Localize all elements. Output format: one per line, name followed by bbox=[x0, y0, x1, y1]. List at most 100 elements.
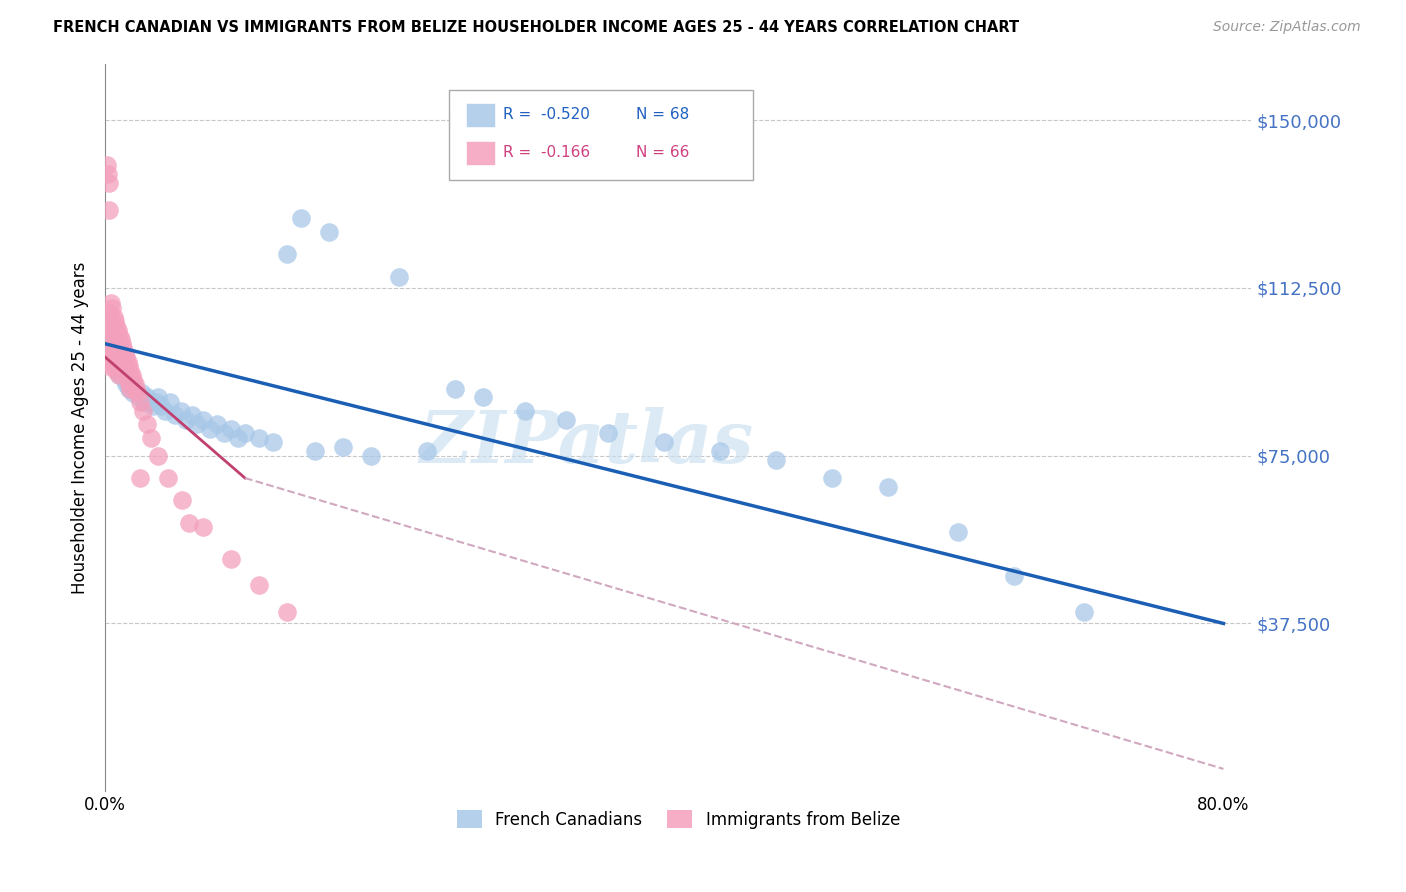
Point bbox=[115, 350, 138, 364]
Point bbox=[145, 395, 167, 409]
Point bbox=[98, 305, 121, 319]
Point bbox=[388, 269, 411, 284]
Point bbox=[129, 471, 152, 485]
Point bbox=[105, 341, 128, 355]
Point bbox=[115, 377, 138, 392]
Point bbox=[120, 363, 142, 377]
Point bbox=[443, 382, 465, 396]
Point bbox=[97, 354, 120, 368]
Point bbox=[120, 382, 142, 396]
Point bbox=[105, 363, 128, 377]
Point bbox=[107, 345, 129, 359]
Point bbox=[262, 435, 284, 450]
Point bbox=[115, 368, 138, 383]
Point bbox=[118, 359, 141, 373]
Point bbox=[132, 404, 155, 418]
Point bbox=[129, 395, 152, 409]
Point bbox=[219, 551, 242, 566]
Point bbox=[111, 363, 134, 377]
Point bbox=[141, 431, 163, 445]
Point bbox=[332, 440, 354, 454]
Point bbox=[131, 386, 153, 401]
Point bbox=[117, 373, 139, 387]
Point bbox=[276, 247, 298, 261]
Point bbox=[172, 493, 194, 508]
Point bbox=[128, 391, 150, 405]
Point bbox=[122, 373, 145, 387]
Text: R =  -0.166: R = -0.166 bbox=[503, 145, 591, 161]
Point bbox=[98, 327, 121, 342]
Point bbox=[103, 341, 125, 355]
Point bbox=[191, 520, 214, 534]
Point bbox=[108, 327, 131, 342]
Point bbox=[96, 350, 118, 364]
Text: FRENCH CANADIAN VS IMMIGRANTS FROM BELIZE HOUSEHOLDER INCOME AGES 25 - 44 YEARS : FRENCH CANADIAN VS IMMIGRANTS FROM BELIZ… bbox=[53, 20, 1019, 35]
Point bbox=[108, 345, 131, 359]
Point bbox=[821, 471, 844, 485]
Point bbox=[186, 417, 208, 432]
Point bbox=[148, 391, 170, 405]
Point bbox=[97, 336, 120, 351]
Point bbox=[165, 409, 187, 423]
Point bbox=[103, 310, 125, 324]
Point bbox=[104, 350, 127, 364]
Text: R =  -0.520: R = -0.520 bbox=[503, 107, 591, 122]
Text: N = 66: N = 66 bbox=[636, 145, 689, 161]
Point bbox=[127, 386, 149, 401]
Point bbox=[104, 336, 127, 351]
Point bbox=[139, 395, 162, 409]
Point bbox=[97, 341, 120, 355]
Point bbox=[108, 354, 131, 368]
Point bbox=[159, 395, 181, 409]
Point bbox=[205, 417, 228, 432]
Point bbox=[96, 158, 118, 172]
Point bbox=[247, 431, 270, 445]
Point bbox=[513, 404, 536, 418]
Point bbox=[174, 413, 197, 427]
Point bbox=[198, 422, 221, 436]
Text: Source: ZipAtlas.com: Source: ZipAtlas.com bbox=[1213, 20, 1361, 34]
Point bbox=[360, 449, 382, 463]
Point bbox=[107, 363, 129, 377]
Point bbox=[148, 449, 170, 463]
Bar bbox=[467, 141, 495, 165]
Point bbox=[555, 413, 578, 427]
Point bbox=[105, 318, 128, 333]
Point bbox=[219, 422, 242, 436]
Point bbox=[117, 354, 139, 368]
Point bbox=[101, 332, 124, 346]
Point bbox=[122, 386, 145, 401]
Text: N = 68: N = 68 bbox=[636, 107, 689, 122]
Point bbox=[108, 368, 131, 383]
Point bbox=[136, 417, 159, 432]
Point bbox=[765, 453, 787, 467]
Point bbox=[101, 301, 124, 315]
Point bbox=[104, 359, 127, 373]
Point bbox=[110, 359, 132, 373]
Point bbox=[111, 354, 134, 368]
Point bbox=[112, 368, 135, 383]
Point bbox=[110, 350, 132, 364]
Point bbox=[103, 332, 125, 346]
Point bbox=[120, 377, 142, 392]
Point bbox=[110, 332, 132, 346]
Point bbox=[105, 359, 128, 373]
Point bbox=[97, 314, 120, 328]
Point bbox=[98, 323, 121, 337]
Point bbox=[304, 444, 326, 458]
Point bbox=[107, 323, 129, 337]
Point bbox=[290, 211, 312, 226]
Point bbox=[247, 578, 270, 592]
Point bbox=[104, 314, 127, 328]
Point bbox=[103, 354, 125, 368]
Y-axis label: Householder Income Ages 25 - 44 years: Householder Income Ages 25 - 44 years bbox=[72, 261, 89, 594]
Point bbox=[134, 395, 156, 409]
Point bbox=[121, 368, 143, 383]
Point bbox=[226, 431, 249, 445]
Point bbox=[177, 516, 200, 530]
Point bbox=[654, 435, 676, 450]
Point bbox=[946, 524, 969, 539]
Point bbox=[96, 336, 118, 351]
Point bbox=[97, 167, 120, 181]
Point bbox=[101, 323, 124, 337]
